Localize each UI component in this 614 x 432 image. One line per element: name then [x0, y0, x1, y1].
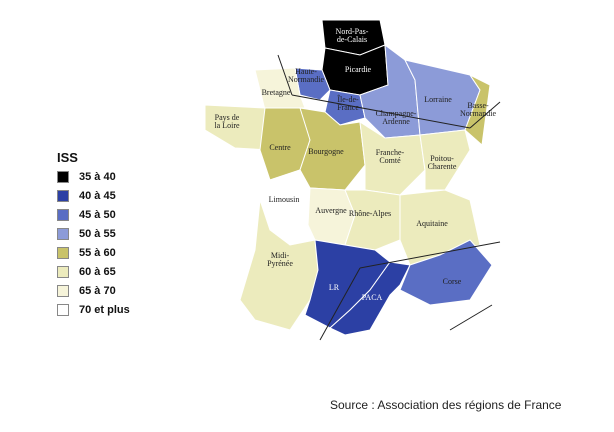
legend-item: 55 à 60	[57, 246, 116, 260]
divider-line	[359, 241, 501, 269]
region-label: Pays de la Loire	[214, 113, 240, 130]
regions	[204, 19, 493, 336]
legend-label: 40 à 45	[79, 190, 116, 202]
legend-item: 60 à 65	[57, 265, 116, 279]
region-label: Picardie	[344, 65, 372, 74]
legend-label: 60 à 65	[79, 266, 116, 278]
legend-swatch	[57, 190, 69, 202]
legend-item: 40 à 45	[57, 189, 116, 203]
legend-item: 45 à 50	[57, 208, 116, 222]
source-note: Source : Association des régions de Fran…	[330, 398, 562, 412]
legend-swatch	[57, 285, 69, 297]
region-label: Centre	[269, 143, 291, 152]
region-label: Bretagne	[261, 88, 291, 97]
legend-label: 35 à 40	[79, 171, 116, 183]
divider-line	[449, 304, 493, 331]
region	[204, 104, 271, 151]
legend-item: 50 à 55	[57, 227, 116, 241]
region-label: Corse	[442, 277, 462, 286]
legend-label: 50 à 55	[79, 228, 116, 240]
legend-title: ISS	[57, 150, 78, 165]
region-label: Franche- Comté	[375, 148, 405, 165]
region-label: Poitou- Charente	[427, 154, 457, 171]
divider-line	[291, 94, 471, 129]
legend-label: 55 à 60	[79, 247, 116, 259]
region-label: Aquitaine	[416, 219, 448, 228]
region	[344, 189, 401, 251]
region	[324, 89, 366, 126]
legend-item: 70 et plus	[57, 303, 130, 317]
legend-swatch	[57, 266, 69, 278]
legend-label: 65 à 70	[79, 285, 116, 297]
region-label: Bourgogne	[308, 147, 344, 156]
legend-swatch	[57, 247, 69, 259]
region	[359, 121, 426, 196]
region	[329, 261, 411, 336]
legend-item: 65 à 70	[57, 284, 116, 298]
region-label: Auvergne	[315, 206, 347, 215]
region-label: Champagne- Ardenne	[375, 109, 417, 126]
divider-line	[319, 267, 361, 341]
legend-swatch	[57, 209, 69, 221]
region-label: LR	[328, 283, 340, 292]
region-label: Midi- Pyrénée	[267, 251, 293, 268]
legend-label: 70 et plus	[79, 304, 130, 316]
region-label: PACA	[361, 293, 383, 302]
region-label: Rhône-Alpes	[348, 209, 392, 218]
legend-swatch	[57, 304, 69, 316]
region	[299, 107, 366, 191]
region-label: Haute- Normandie	[288, 67, 324, 84]
legend-swatch	[57, 171, 69, 183]
divider-line	[469, 101, 501, 129]
region-label: Nord-Pas- de-Calais	[335, 27, 369, 44]
legend-label: 45 à 50	[79, 209, 116, 221]
region-label: Limousin	[268, 195, 300, 204]
region-label: Île-de- France	[337, 95, 359, 112]
divider-line	[277, 54, 293, 96]
region-label: Basse- Normandie	[460, 101, 496, 118]
legend-item: 35 à 40	[57, 170, 116, 184]
region-label: Lorraine	[424, 95, 452, 104]
legend-swatch	[57, 228, 69, 240]
